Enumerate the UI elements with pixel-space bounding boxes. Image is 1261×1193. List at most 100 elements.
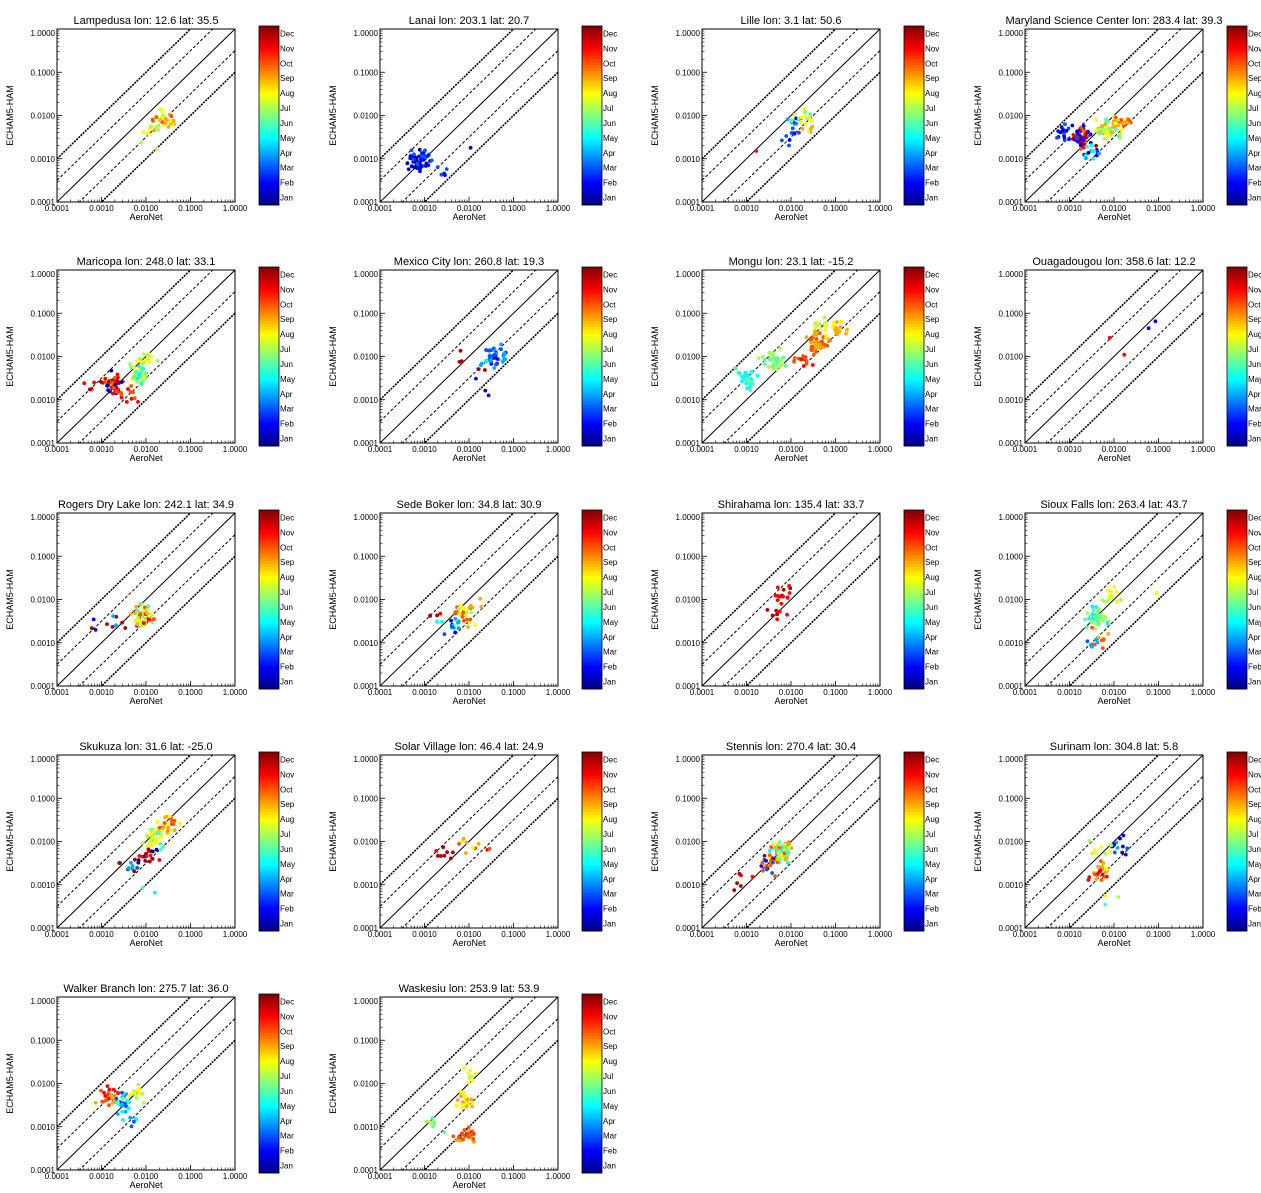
one-to-one-line bbox=[57, 29, 235, 202]
y-tick-label: 0.1000 bbox=[31, 309, 56, 318]
data-point bbox=[115, 372, 120, 377]
subplot: Lampedusa lon: 12.6 lat: 35.5 0.00010.000… bbox=[5, 15, 295, 222]
subplot: Solar Village lon: 46.4 lat: 24.90.00010… bbox=[328, 741, 618, 948]
data-point bbox=[1100, 598, 1105, 602]
data-point bbox=[745, 386, 750, 391]
offset-line bbox=[57, 29, 214, 181]
colorbar-label: Jul bbox=[1248, 104, 1258, 113]
data-point bbox=[135, 379, 140, 384]
data-point bbox=[115, 1112, 120, 1116]
data-point bbox=[161, 845, 166, 849]
offset-line bbox=[380, 997, 537, 1149]
y-tick-label: 0.0010 bbox=[354, 881, 379, 890]
colorbar-label: Sep bbox=[1248, 315, 1261, 324]
data-point bbox=[134, 604, 139, 609]
offset-line bbox=[401, 291, 558, 443]
data-point bbox=[765, 608, 770, 612]
data-point bbox=[1097, 621, 1101, 626]
data-point bbox=[1114, 590, 1119, 595]
offset-line bbox=[1025, 29, 1182, 181]
data-point bbox=[110, 1101, 115, 1105]
data-point bbox=[1086, 878, 1091, 882]
data-point bbox=[429, 1121, 434, 1125]
data-point bbox=[121, 1096, 125, 1101]
data-point bbox=[133, 611, 137, 616]
colorbar-label: Apr bbox=[603, 875, 616, 884]
colorbar-label: Feb bbox=[280, 905, 294, 914]
data-point bbox=[823, 328, 828, 332]
one-to-one-line bbox=[57, 755, 235, 928]
data-point bbox=[740, 379, 744, 384]
data-point bbox=[1084, 131, 1089, 135]
data-point bbox=[768, 863, 773, 868]
data-point bbox=[1084, 144, 1089, 149]
data-point bbox=[780, 138, 784, 143]
data-point bbox=[1093, 627, 1098, 631]
colorbar-label: Feb bbox=[1248, 179, 1261, 188]
data-point bbox=[141, 366, 146, 371]
data-point bbox=[1123, 120, 1128, 124]
y-tick-label: 0.0001 bbox=[31, 682, 56, 691]
x-axis-label: AeroNet bbox=[774, 938, 808, 948]
data-point bbox=[470, 1101, 475, 1106]
y-tick-label: 0.0100 bbox=[354, 112, 379, 121]
data-point bbox=[116, 1100, 120, 1105]
data-point bbox=[136, 860, 141, 865]
colorbar-label: Dec bbox=[925, 755, 939, 764]
colorbar-label: Oct bbox=[1248, 59, 1261, 68]
data-point bbox=[762, 853, 767, 858]
data-point bbox=[128, 1115, 133, 1120]
data-point bbox=[461, 1065, 466, 1070]
offset-line bbox=[723, 50, 880, 202]
data-point bbox=[146, 131, 151, 136]
y-tick-label: 0.1000 bbox=[354, 68, 379, 77]
x-tick-label: 0.0001 bbox=[1013, 930, 1038, 939]
scatter-points bbox=[93, 1082, 146, 1129]
data-point bbox=[141, 375, 146, 379]
x-tick-label: 0.0010 bbox=[412, 1172, 437, 1181]
subplot-title: Maryland Science Center lon: 283.4 lat: … bbox=[1005, 15, 1222, 27]
y-tick-label: 0.0001 bbox=[676, 198, 701, 207]
data-point bbox=[792, 359, 796, 364]
data-point bbox=[111, 391, 115, 396]
offset-line bbox=[1025, 270, 1182, 422]
data-point bbox=[732, 888, 737, 892]
colorbar: Jan Feb Mar Apr May Jun Jul Aug Sep Oct Nov Dec bbox=[903, 25, 940, 206]
scatter-points bbox=[457, 342, 508, 398]
colorbar-label: Feb bbox=[280, 179, 294, 188]
colorbar-label: Dec bbox=[603, 513, 617, 522]
colorbar-label: Sep bbox=[280, 74, 295, 83]
data-point bbox=[145, 353, 150, 358]
offset-line bbox=[723, 534, 880, 686]
offset-line bbox=[78, 534, 235, 686]
data-point bbox=[116, 375, 120, 380]
data-point bbox=[831, 322, 836, 327]
x-tick-label: 0.1000 bbox=[823, 445, 848, 454]
colorbar: Jan Feb Mar Apr May Jun Jul Aug Sep Oct Nov Dec bbox=[258, 993, 295, 1174]
data-point bbox=[1146, 326, 1151, 331]
scatter-points bbox=[89, 602, 157, 632]
x-tick-label: 0.0010 bbox=[1057, 204, 1082, 213]
x-tick-label: 0.0001 bbox=[368, 445, 393, 454]
data-point bbox=[138, 612, 143, 617]
offset-line-2 bbox=[57, 755, 192, 886]
data-point bbox=[103, 1094, 108, 1098]
colorbar-label: Aug bbox=[280, 1057, 294, 1066]
colorbar-label: May bbox=[603, 375, 618, 384]
data-point bbox=[1103, 894, 1108, 898]
data-point bbox=[844, 331, 848, 336]
data-point bbox=[779, 601, 784, 606]
offset-line-2 bbox=[380, 997, 515, 1128]
subplot: Ouagadougou lon: 358.6 lat: 12.20.00010.… bbox=[973, 256, 1261, 463]
data-point bbox=[774, 845, 779, 850]
data-point bbox=[134, 369, 138, 374]
data-point bbox=[460, 1132, 465, 1137]
offset-line bbox=[1046, 291, 1203, 443]
data-point bbox=[1091, 608, 1096, 612]
subplot-title: Solar Village lon: 46.4 lat: 24.9 bbox=[394, 741, 543, 753]
data-point bbox=[453, 630, 457, 635]
offset-line bbox=[380, 29, 537, 181]
data-point bbox=[93, 628, 98, 632]
colorbar: Jan Feb Mar Apr May Jun Jul Aug Sep Oct Nov Dec bbox=[581, 751, 618, 932]
offset-line-2 bbox=[57, 270, 192, 401]
